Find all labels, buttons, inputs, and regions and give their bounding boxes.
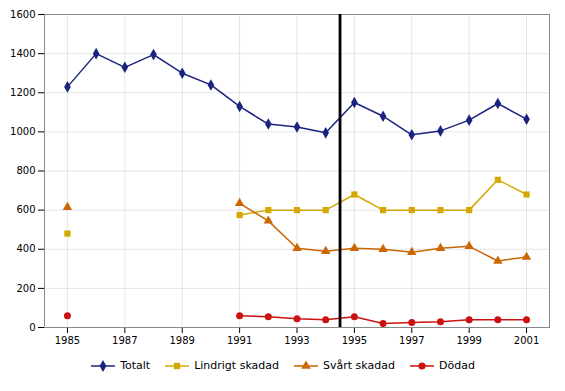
svg-text:2001: 2001 — [514, 335, 539, 346]
svg-text:200: 200 — [16, 283, 35, 294]
svg-text:1995: 1995 — [342, 335, 367, 346]
svg-text:1400: 1400 — [10, 48, 35, 59]
svg-text:0: 0 — [29, 322, 35, 333]
svg-text:400: 400 — [16, 243, 35, 254]
svg-text:1997: 1997 — [399, 335, 424, 346]
svg-text:1200: 1200 — [10, 87, 35, 98]
svg-text:1985: 1985 — [55, 335, 80, 346]
svg-text:1600: 1600 — [10, 9, 35, 20]
html-text:Svårt skadad: Svårt skadad — [323, 359, 395, 372]
svg-text:1987: 1987 — [112, 335, 137, 346]
svg-text:1989: 1989 — [170, 335, 195, 346]
html-text:Dödad: Dödad — [439, 359, 475, 372]
html-text:Totalt: Totalt — [120, 359, 151, 372]
svg-text:1991: 1991 — [227, 335, 252, 346]
svg-text:1999: 1999 — [456, 335, 481, 346]
svg-text:800: 800 — [16, 165, 35, 176]
svg-text:1993: 1993 — [284, 335, 309, 346]
svg-text:1000: 1000 — [10, 126, 35, 137]
html-text:Lindrigt skadad: Lindrigt skadad — [194, 359, 279, 372]
svg-text:600: 600 — [16, 204, 35, 215]
